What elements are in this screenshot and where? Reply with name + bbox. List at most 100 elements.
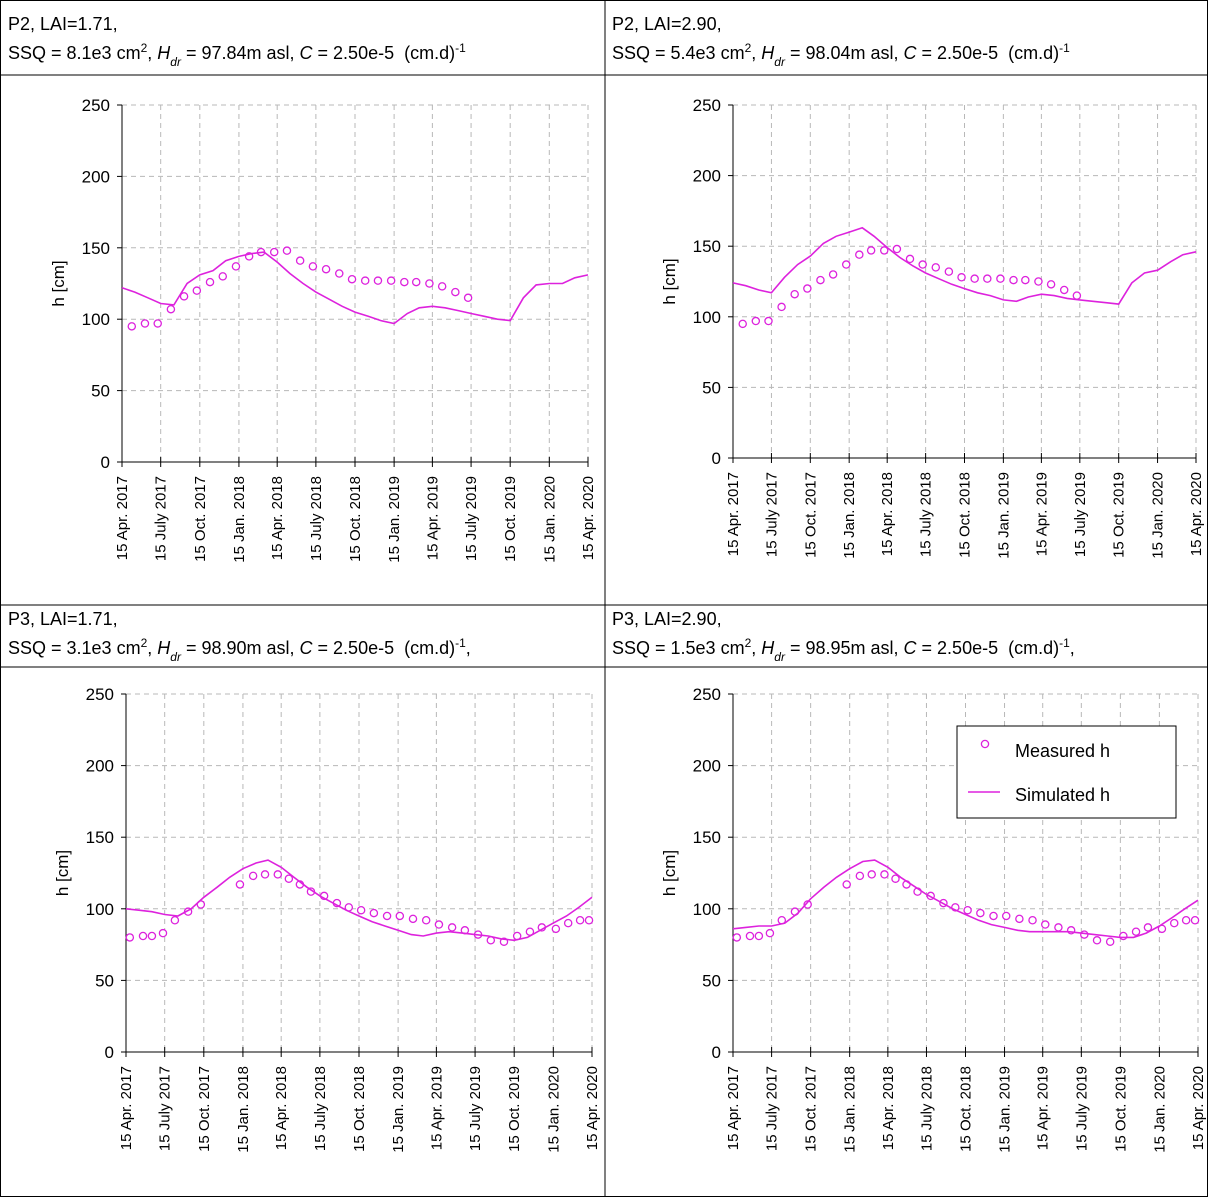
- y-tick-label: 50: [702, 971, 721, 990]
- measured-point: [360, 276, 370, 285]
- x-tick-label: 15 Oct. 2017: [196, 1066, 213, 1152]
- x-tick-label: 15 Apr. 2019: [428, 1066, 445, 1150]
- measured-point: [1092, 936, 1102, 945]
- measured-point: [1072, 291, 1082, 300]
- subtitle-part: = 98.90m asl,: [181, 638, 300, 658]
- x-tick-label: 15 Apr. 2017: [725, 472, 742, 556]
- measured-point: [563, 918, 573, 928]
- measured-point: [125, 933, 135, 942]
- y-tick-label: 0: [712, 1043, 721, 1062]
- x-tick-label: 15 July 2019: [467, 1066, 484, 1151]
- x-tick-label: 15 July 2017: [157, 1066, 174, 1151]
- subtitle-part: 2: [141, 41, 148, 55]
- panel: P2, LAI=1.71, SSQ = 8.1e3 cm2, Hdr = 97.8…: [8, 14, 597, 563]
- measured-point: [1181, 916, 1191, 925]
- measured-point: [179, 292, 189, 301]
- measured-point: [192, 286, 202, 295]
- measured-point: [790, 289, 799, 299]
- measured-point: [765, 928, 775, 938]
- measured-point: [400, 277, 409, 287]
- measured-point: [892, 244, 902, 254]
- measured-point: [963, 905, 972, 915]
- y-tick-label: 100: [86, 900, 114, 919]
- measured-point: [754, 931, 764, 941]
- measured-point: [1009, 275, 1018, 285]
- panel-subtitle: SSQ = 5.4e3 cm2, Hdr = 98.04m asl, C = 2…: [612, 41, 1070, 69]
- measured-point: [842, 880, 851, 889]
- y-tick-label: 200: [82, 167, 110, 186]
- panel-subtitle: SSQ = 1.5e3 cm2, Hdr = 98.95m asl, C = 2…: [612, 636, 1075, 664]
- x-tick-label: 15 July 2018: [918, 472, 935, 557]
- measured-point: [732, 933, 742, 942]
- y-tick-label: 250: [693, 96, 721, 115]
- measured-point: [828, 270, 838, 279]
- subtitle-part: 2: [745, 636, 752, 650]
- measured-point: [356, 905, 366, 915]
- subtitle-part: 2: [745, 41, 752, 55]
- x-tick-label: 15 Oct. 2019: [506, 1066, 523, 1152]
- x-tick-label: 15 Apr. 2019: [424, 476, 441, 560]
- subtitle-part: ,: [466, 638, 471, 658]
- measured-point: [166, 304, 176, 314]
- y-tick-label: 250: [693, 685, 721, 704]
- measured-point: [584, 916, 594, 925]
- measured-point: [395, 911, 405, 921]
- measured-point: [1046, 280, 1056, 289]
- x-tick-label: 15 Apr. 2020: [584, 1066, 601, 1150]
- y-tick-label: 0: [712, 449, 721, 468]
- y-axis-label: h [cm]: [660, 258, 679, 304]
- x-tick-label: 15 Oct. 2017: [192, 476, 209, 562]
- measured-point: [551, 924, 561, 934]
- measured-point: [957, 273, 966, 282]
- x-tick-label: 15 Oct. 2018: [347, 476, 364, 562]
- subtitle-part: = 2.50e-5 (cm.d): [917, 638, 1060, 658]
- simulated-line: [121, 251, 589, 325]
- x-tick-label: 15 Oct. 2019: [1111, 472, 1128, 558]
- legend-label: Simulated h: [1015, 785, 1110, 805]
- subtitle-part: SSQ = 1.5e3 cm: [612, 638, 745, 658]
- measured-point: [127, 322, 137, 331]
- measured-point: [321, 264, 331, 274]
- measured-point: [867, 870, 876, 879]
- measured-point: [745, 931, 755, 941]
- y-tick-label: 0: [105, 1043, 114, 1062]
- y-tick-label: 250: [86, 685, 114, 704]
- measured-point: [369, 908, 379, 918]
- y-tick-label: 50: [95, 971, 114, 990]
- legend-swatch: [980, 739, 990, 749]
- measured-point: [218, 272, 228, 281]
- measured-point: [905, 254, 915, 264]
- subtitle-part: = 2.50e-5 (cm.d): [313, 43, 456, 63]
- x-tick-label: 15 Apr. 2019: [1035, 1066, 1052, 1150]
- measured-point: [879, 246, 889, 255]
- subtitle-part: = 98.95m asl,: [785, 638, 904, 658]
- x-tick-label: 15 Jan. 2019: [997, 1066, 1014, 1153]
- measured-point: [147, 931, 157, 941]
- measured-point: [816, 275, 825, 285]
- x-tick-label: 15 Jan. 2018: [235, 1066, 252, 1153]
- measured-point: [382, 911, 392, 921]
- measured-point: [260, 870, 270, 879]
- x-tick-label: 15 July 2018: [918, 1066, 935, 1151]
- measured-point: [335, 269, 344, 278]
- measured-point: [1021, 275, 1030, 285]
- subtitle-part: = 2.50e-5 (cm.d): [917, 43, 1060, 63]
- subtitle-part: = 98.04m asl,: [785, 43, 904, 63]
- measured-point: [1119, 931, 1128, 941]
- subtitle-part: dr: [774, 650, 786, 664]
- panel-title: P2, LAI=1.71,: [8, 14, 118, 34]
- measured-point: [970, 274, 979, 283]
- measured-point: [738, 319, 747, 329]
- y-tick-label: 200: [693, 167, 721, 186]
- x-tick-label: 15 Oct. 2017: [803, 1066, 820, 1152]
- y-tick-label: 150: [693, 828, 721, 847]
- y-tick-label: 50: [91, 382, 110, 401]
- x-tick-label: 15 Oct. 2018: [957, 472, 974, 558]
- x-tick-label: 15 July 2017: [763, 472, 780, 557]
- y-axis-label: h [cm]: [49, 260, 68, 306]
- measured-point: [411, 277, 421, 287]
- simulated-line: [732, 859, 1199, 939]
- measured-point: [231, 262, 241, 271]
